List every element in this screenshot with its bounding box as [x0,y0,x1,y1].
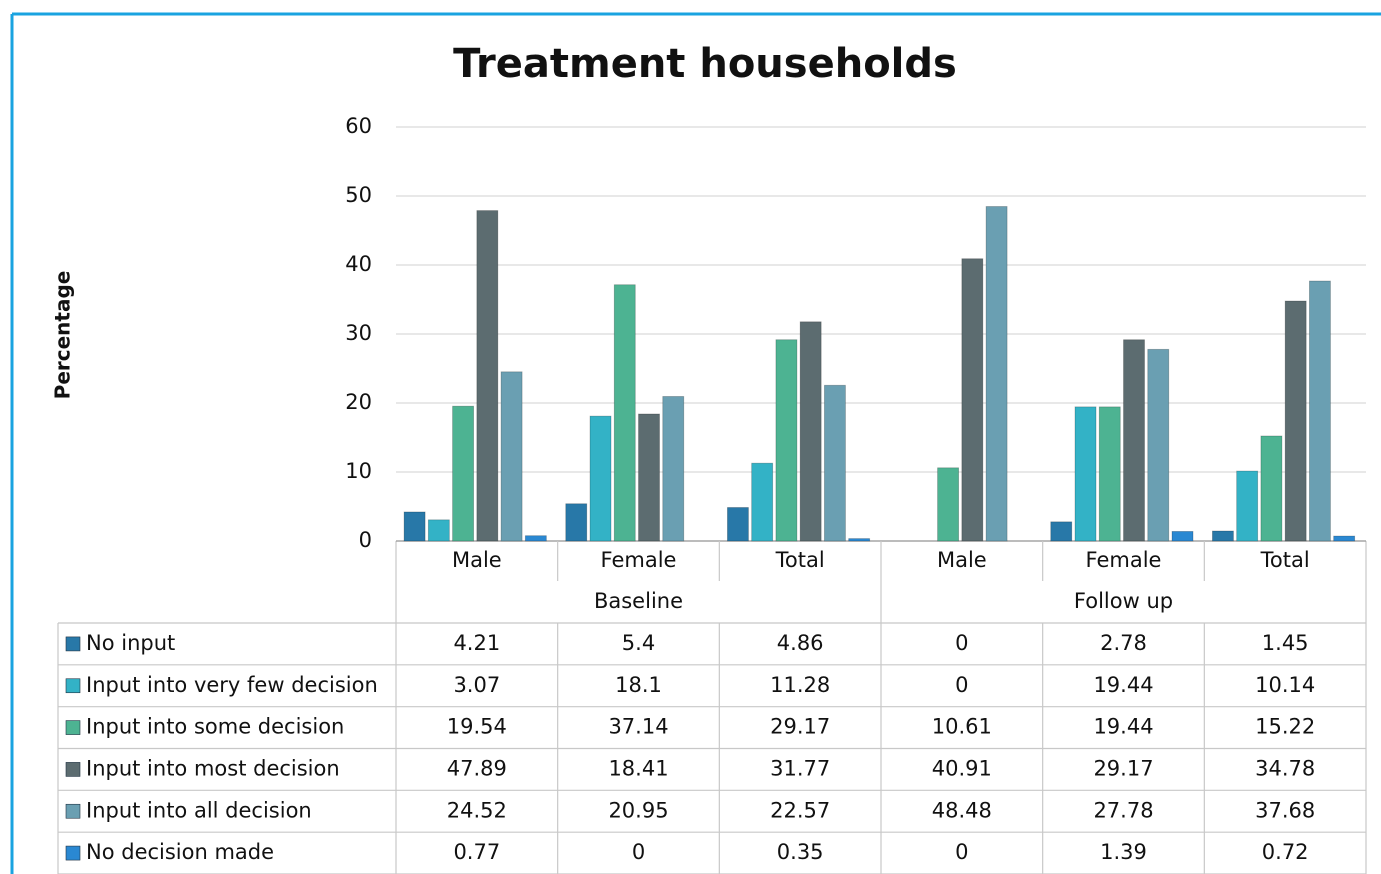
legend-label: Input into most decision [86,756,340,780]
x-tick-label: Male [452,548,502,572]
table-value: 22.57 [770,798,830,822]
legend-label: No input [86,631,175,655]
table-value: 19.44 [1093,715,1153,739]
table-value: 0.77 [453,840,500,864]
bar [1123,339,1145,542]
y-tick-label: 20 [345,390,372,414]
table-value: 29.17 [1093,756,1153,780]
x-tick-label: Total [775,548,825,572]
table-value: 10.61 [932,715,992,739]
bar [427,519,450,542]
x-tick-label: Male [937,548,987,572]
table-value: 4.21 [453,631,500,655]
table-value: 27.78 [1093,798,1153,822]
table-value: 0 [955,840,968,864]
x-tick-label: Total [1260,548,1310,572]
bar [1212,530,1234,542]
table-value: 19.54 [447,715,507,739]
table-value: 47.89 [447,756,507,780]
bar [452,405,475,542]
bar [500,371,523,542]
table-value: 37.68 [1255,798,1315,822]
table-value: 29.17 [770,715,830,739]
legend-label: Input into some decision [86,715,344,739]
table-value: 0 [632,840,645,864]
bar [1284,300,1307,542]
table-value: 48.48 [932,798,992,822]
table-value: 0 [955,673,968,697]
legend-key [65,720,81,735]
bar [1333,535,1356,542]
table-value: 2.78 [1100,631,1147,655]
table-value: 1.45 [1262,631,1309,655]
y-tick-label: 30 [345,321,372,345]
legend-label: Input into all decision [86,798,312,822]
table-value: 3.07 [453,673,500,697]
table-value: 5.4 [622,631,655,655]
bar [524,535,547,542]
table-value: 31.77 [770,756,830,780]
bar [1098,406,1121,542]
table-value: 0.35 [777,840,824,864]
y-tick-label: 40 [345,252,372,276]
legend-key [65,762,81,777]
legend-key [65,845,81,861]
bar [824,384,846,542]
bar [1260,435,1283,542]
bar [1236,470,1259,542]
bar [848,538,871,542]
table-value: 15.22 [1255,715,1315,739]
table-value: 10.14 [1255,673,1315,697]
bar [662,396,685,542]
bar [565,503,588,542]
bar [799,321,822,542]
bar [1050,521,1073,542]
y-tick-label: 50 [345,183,372,207]
table-value: 0.72 [1262,840,1309,864]
table-value: 18.1 [615,673,662,697]
chart-title: Treatment households [453,41,957,87]
bar [961,258,984,542]
table-value: 34.78 [1255,756,1315,780]
bar [1147,348,1170,542]
x-tick-label: Female [601,548,677,572]
bar [1309,280,1331,542]
table-value: 20.95 [608,798,668,822]
table-value: 0 [955,631,968,655]
y-tick-label: 10 [345,459,372,483]
legend-key [65,636,81,652]
legend-label: No decision made [86,840,274,864]
bar [638,413,660,542]
bar [751,462,774,542]
bar [1074,406,1097,542]
group-label: Baseline [594,589,683,613]
y-tick-label: 60 [345,114,372,138]
legend-key [65,678,81,694]
bar [589,415,612,542]
legend-key [65,803,81,819]
x-tick-label: Female [1086,548,1162,572]
table-value: 11.28 [770,673,830,697]
table-value: 18.41 [608,756,668,780]
table-value: 19.44 [1093,673,1153,697]
bar [403,511,426,542]
table-value: 24.52 [447,798,507,822]
y-tick-label: 0 [359,528,372,552]
table-value: 1.39 [1100,840,1147,864]
bar [937,467,959,542]
table-value: 40.91 [932,756,992,780]
group-label: Follow up [1074,589,1173,613]
y-axis-title: Percentage [51,271,75,400]
bar [613,284,636,542]
table-value: 4.86 [777,631,824,655]
bar [727,507,749,542]
bar [1171,531,1194,542]
table-value: 37.14 [608,715,668,739]
bar [476,210,499,542]
bar [775,339,798,542]
legend-label: Input into very few decision [86,673,378,697]
bar [985,206,1008,542]
